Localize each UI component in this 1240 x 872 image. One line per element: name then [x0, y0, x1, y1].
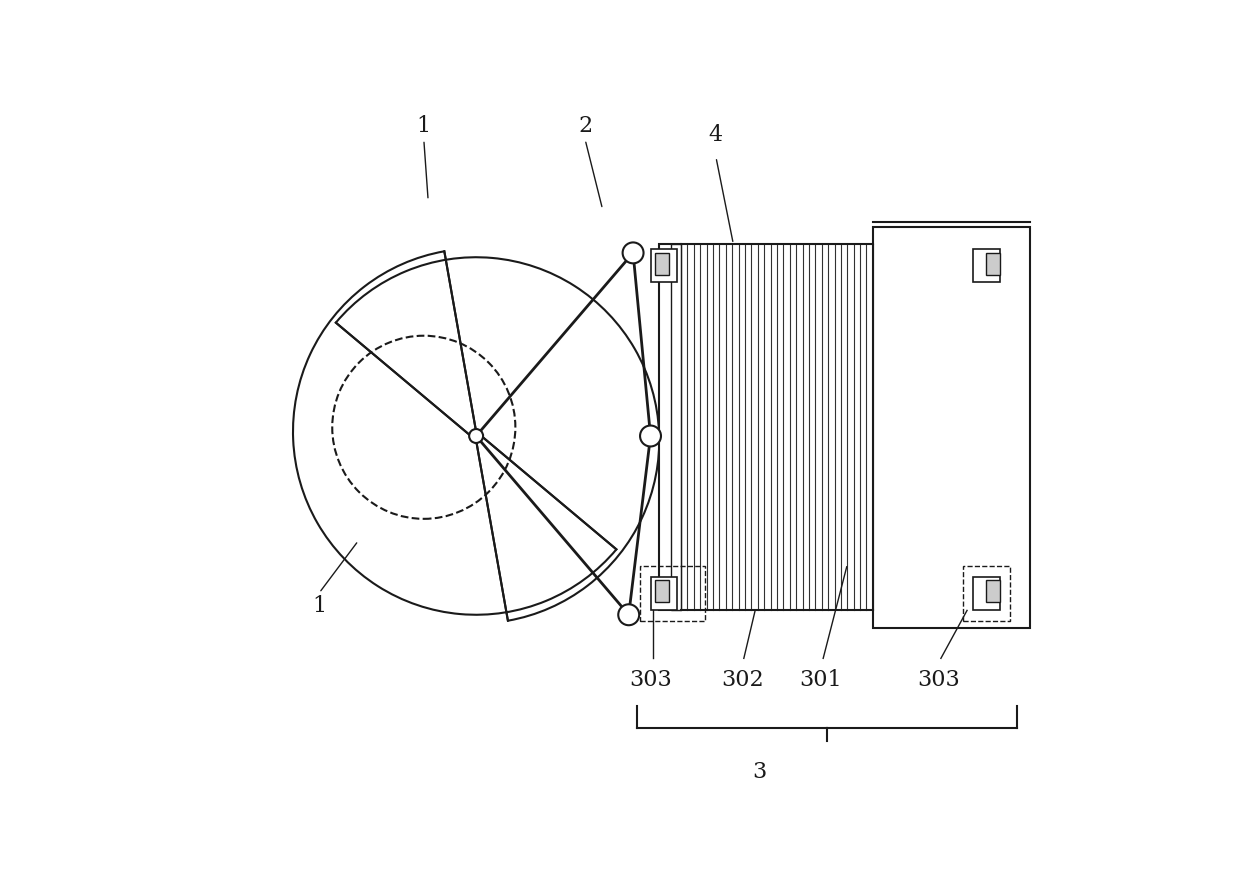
- Text: 2: 2: [578, 115, 593, 138]
- Text: 4: 4: [709, 124, 723, 146]
- Bar: [873, 227, 1030, 628]
- Bar: [651, 249, 677, 283]
- Bar: [651, 577, 677, 610]
- Bar: [973, 249, 999, 283]
- Text: 302: 302: [720, 669, 764, 691]
- Bar: [986, 580, 999, 602]
- Circle shape: [619, 604, 639, 625]
- Bar: [640, 567, 704, 621]
- Bar: [660, 244, 681, 610]
- Bar: [986, 253, 999, 275]
- Text: 1: 1: [312, 595, 326, 617]
- Bar: [655, 253, 670, 275]
- Text: 3: 3: [753, 760, 766, 783]
- Circle shape: [469, 429, 484, 443]
- Circle shape: [640, 426, 661, 446]
- Bar: [671, 244, 681, 610]
- Circle shape: [622, 242, 644, 263]
- Bar: [962, 567, 1011, 621]
- Bar: [973, 577, 999, 610]
- Text: 301: 301: [800, 669, 842, 691]
- Text: 1: 1: [417, 115, 430, 138]
- Text: 303: 303: [629, 669, 672, 691]
- Bar: [655, 580, 670, 602]
- Text: 303: 303: [916, 669, 960, 691]
